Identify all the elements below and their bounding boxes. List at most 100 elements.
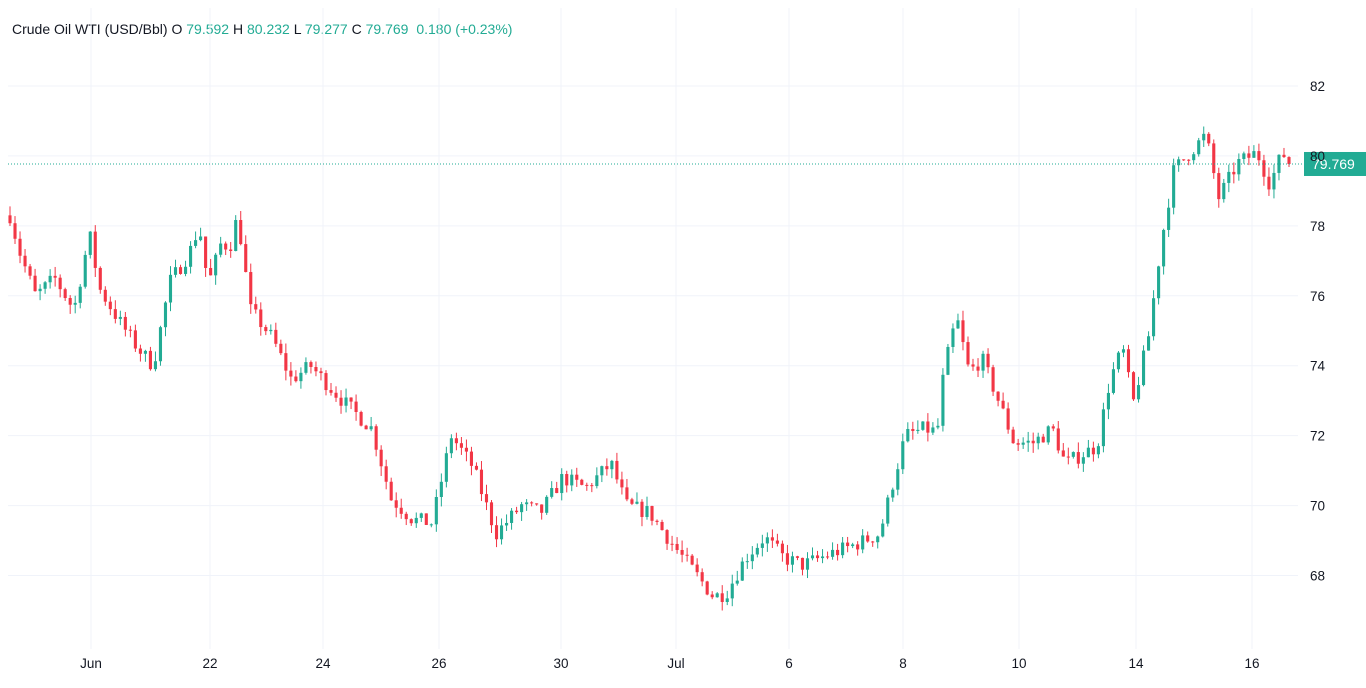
candle[interactable] [540,504,544,520]
candle[interactable] [1212,139,1216,179]
candle[interactable] [1202,126,1206,147]
candle[interactable] [504,514,509,531]
candle[interactable] [1071,451,1075,459]
candle[interactable] [1101,402,1105,453]
candle[interactable] [1036,432,1040,450]
candle[interactable] [83,250,87,289]
candle[interactable] [168,266,173,312]
candle[interactable] [379,445,383,477]
candle[interactable] [856,541,860,556]
candle[interactable] [911,421,915,440]
candle[interactable] [1016,438,1020,451]
candle[interactable] [224,241,228,256]
candle[interactable] [1282,147,1286,158]
candle[interactable] [785,544,789,572]
candle[interactable] [1021,437,1025,449]
candle[interactable] [484,484,489,511]
candle[interactable] [871,540,875,547]
candle[interactable] [284,343,288,381]
candle[interactable] [444,446,448,488]
candle[interactable] [1136,376,1141,403]
candle[interactable] [369,416,373,432]
candle[interactable] [831,542,835,560]
candle[interactable] [344,388,348,413]
candle[interactable] [1257,143,1261,166]
candle[interactable] [1121,345,1126,358]
candle[interactable] [971,358,975,371]
candle[interactable] [961,310,965,351]
candle[interactable] [976,358,980,378]
candle[interactable] [289,362,293,386]
candle[interactable] [419,512,423,522]
candle[interactable] [1086,439,1090,458]
candle[interactable] [183,260,188,277]
candle[interactable] [1051,424,1055,432]
candle[interactable] [384,459,388,490]
candle[interactable] [1111,362,1116,395]
candle[interactable] [108,296,112,316]
candle[interactable] [1152,290,1156,341]
candle[interactable] [424,513,428,526]
candle[interactable] [239,211,243,246]
candle[interactable] [1116,351,1121,373]
candle[interactable] [630,497,634,506]
candle[interactable] [535,503,539,506]
candle[interactable] [946,343,950,376]
candle[interactable] [675,537,679,554]
candle[interactable] [901,433,905,475]
candle[interactable] [294,370,298,383]
candle[interactable] [334,386,338,402]
candle[interactable] [18,231,22,264]
candle[interactable] [1262,154,1266,186]
candle[interactable] [1081,452,1085,472]
candle[interactable] [324,370,328,396]
candle[interactable] [645,496,649,520]
candle[interactable] [279,339,283,356]
candle[interactable] [399,498,403,519]
candle[interactable] [886,494,890,527]
candle[interactable] [1287,156,1291,167]
candle[interactable] [489,500,494,533]
candle[interactable] [690,553,694,566]
candle[interactable] [359,410,363,427]
candle[interactable] [199,227,203,242]
candle[interactable] [449,434,453,459]
candle[interactable] [820,549,825,564]
candle[interactable] [610,459,614,479]
candle[interactable] [429,523,433,528]
candle[interactable] [705,580,709,596]
candle[interactable] [339,390,343,414]
candle[interactable] [765,532,769,552]
candle[interactable] [615,452,619,484]
candle[interactable] [775,533,779,547]
candle[interactable] [1182,159,1186,161]
candle[interactable] [499,518,504,545]
candle[interactable] [916,420,920,434]
candle[interactable] [725,590,729,606]
candle[interactable] [48,269,52,289]
candle[interactable] [836,543,840,561]
candle[interactable] [474,462,479,471]
candle[interactable] [525,499,529,511]
candle[interactable] [710,591,714,600]
candle[interactable] [745,553,749,569]
candle[interactable] [625,478,629,502]
candle[interactable] [364,424,368,430]
candle[interactable] [1006,402,1010,434]
candle[interactable] [434,489,438,532]
candle[interactable] [209,258,213,276]
candle[interactable] [259,302,263,336]
candle[interactable] [755,543,759,558]
candle[interactable] [800,557,805,576]
candle[interactable] [1217,167,1221,208]
candle[interactable] [1147,331,1151,351]
candle[interactable] [1131,371,1136,401]
candle[interactable] [33,268,37,292]
candle[interactable] [133,324,137,352]
candle[interactable] [665,529,669,550]
candle[interactable] [891,487,895,502]
candle[interactable] [861,529,865,554]
candle[interactable] [219,236,223,258]
candle[interactable] [1157,265,1161,305]
